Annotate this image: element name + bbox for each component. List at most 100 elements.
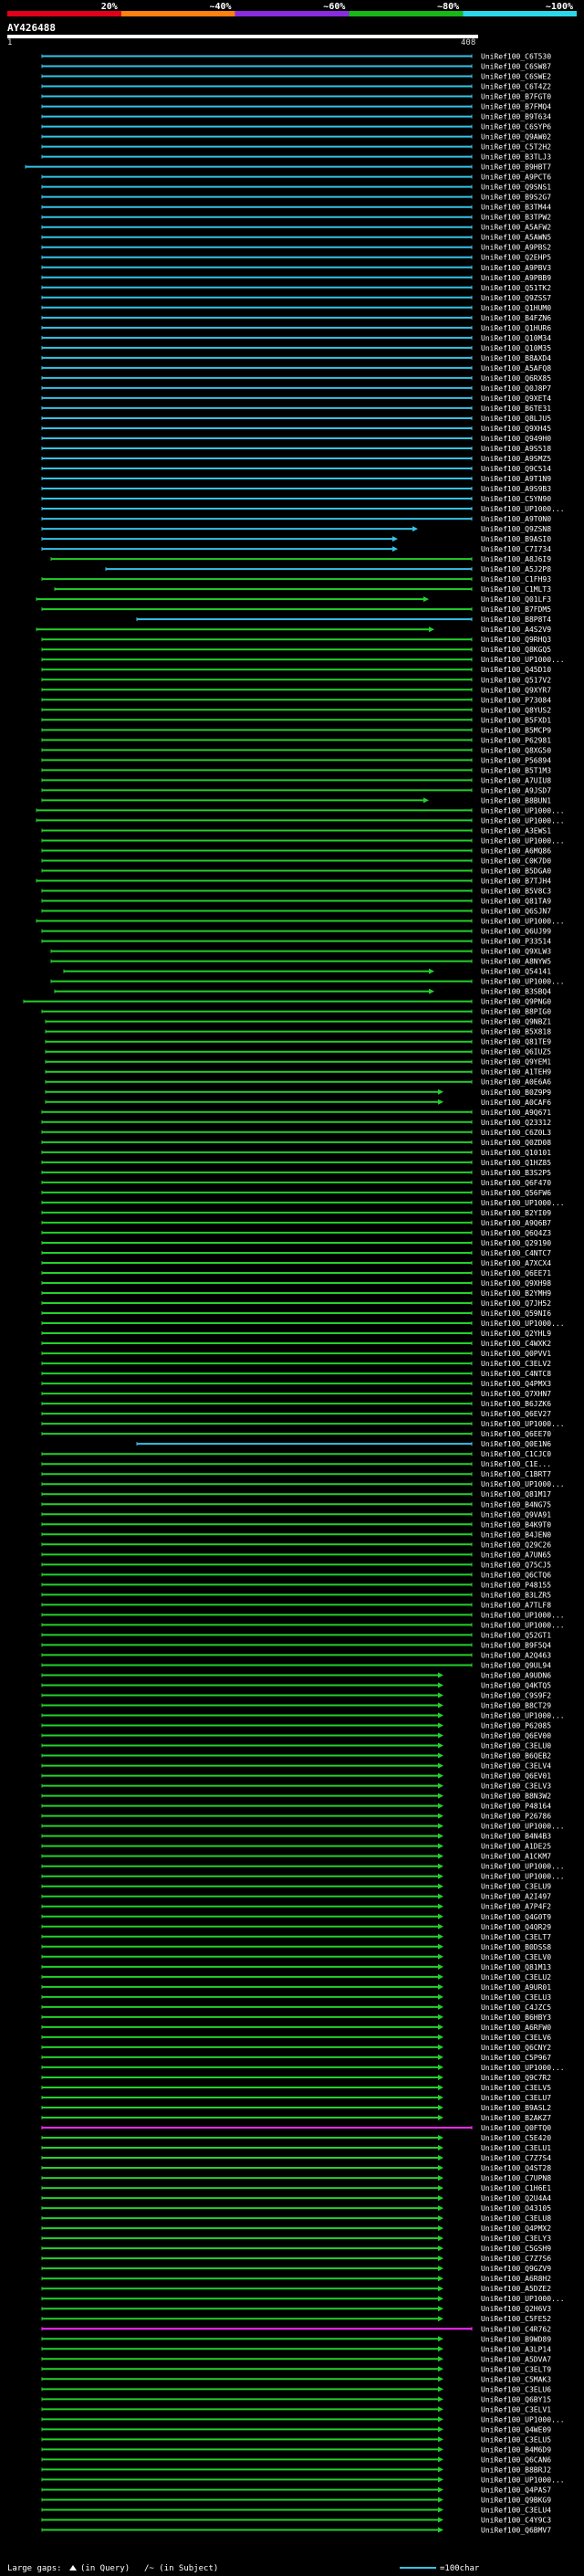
hit-label[interactable]: UniRef100_C7I734 xyxy=(481,545,551,553)
hit-label[interactable]: UniRef100_A8J6I9 xyxy=(481,555,551,563)
hit-label[interactable]: UniRef100_A4S2V9 xyxy=(481,626,551,634)
hit-label[interactable]: UniRef100_O43105 xyxy=(481,2204,551,2213)
hit-label[interactable]: UniRef100_C4R762 xyxy=(481,2325,551,2333)
hit-label[interactable]: UniRef100_A5J2P8 xyxy=(481,565,551,573)
hit-label[interactable]: UniRef100_C1MLT3 xyxy=(481,585,551,594)
hit-label[interactable]: UniRef100_B4N4B3 xyxy=(481,1833,551,1841)
hit-label[interactable]: UniRef100_A9PBV3 xyxy=(481,264,551,272)
hit-label[interactable]: UniRef100_Q4KTQ5 xyxy=(481,1681,551,1689)
hit-label[interactable]: UniRef100_C3ELV6 xyxy=(481,2034,551,2042)
hit-label[interactable]: UniRef100_Q2U4A4 xyxy=(481,2194,551,2203)
hit-label[interactable]: UniRef100_B3TLJ3 xyxy=(481,153,551,162)
hit-label[interactable]: UniRef100_B6HBY3 xyxy=(481,2013,551,2022)
hit-label[interactable]: UniRef100_C3ELU6 xyxy=(481,2385,551,2393)
hit-label[interactable]: UniRef100_B9F5Q4 xyxy=(481,1641,551,1649)
hit-label[interactable]: UniRef100_C3ELV3 xyxy=(481,1782,551,1791)
hit-label[interactable]: UniRef100_P33514 xyxy=(481,938,551,946)
hit-label[interactable]: UniRef100_Q1HZ85 xyxy=(481,1159,551,1167)
hit-label[interactable]: UniRef100_A9T0N0 xyxy=(481,515,551,523)
hit-label[interactable]: UniRef100_UP1000... xyxy=(481,1712,565,1720)
hit-label[interactable]: UniRef100_Q9BKG9 xyxy=(481,2496,551,2504)
hit-label[interactable]: UniRef100_UP1000... xyxy=(481,1199,565,1207)
hit-label[interactable]: UniRef100_C3ELU0 xyxy=(481,1742,551,1751)
hit-label[interactable]: UniRef100_Q9C7R2 xyxy=(481,2074,551,2082)
hit-label[interactable]: UniRef100_UP1000... xyxy=(481,505,565,513)
hit-label[interactable]: UniRef100_A9Q671 xyxy=(481,1109,551,1117)
hit-label[interactable]: UniRef100_B3S2P5 xyxy=(481,1169,551,1177)
hit-label[interactable]: UniRef100_Q6F470 xyxy=(481,1179,551,1187)
hit-label[interactable]: UniRef100_Q29C26 xyxy=(481,1540,551,1549)
hit-label[interactable]: UniRef100_Q1HUR6 xyxy=(481,324,551,332)
hit-label[interactable]: UniRef100_Q8KGQ5 xyxy=(481,646,551,654)
hit-label[interactable]: UniRef100_UP1000... xyxy=(481,816,565,825)
hit-label[interactable]: UniRef100_B5T1M3 xyxy=(481,766,551,774)
hit-label[interactable]: UniRef100_Q949H0 xyxy=(481,435,551,443)
hit-label[interactable]: UniRef100_B4FZN6 xyxy=(481,314,551,322)
hit-label[interactable]: UniRef100_B0DSS8 xyxy=(481,1943,551,1951)
hit-label[interactable]: UniRef100_Q6EV00 xyxy=(481,1732,551,1740)
hit-label[interactable]: UniRef100_Q9ZSN8 xyxy=(481,525,551,533)
hit-label[interactable]: UniRef100_C1BRT7 xyxy=(481,1470,551,1478)
hit-label[interactable]: UniRef100_A9UDN6 xyxy=(481,1671,551,1679)
hit-label[interactable]: UniRef100_B2YMH9 xyxy=(481,1289,551,1298)
hit-label[interactable]: UniRef100_Q8YUS2 xyxy=(481,706,551,714)
hit-label[interactable]: UniRef100_C1E... xyxy=(481,1460,551,1468)
hit-label[interactable]: UniRef100_Q2H6V3 xyxy=(481,2305,551,2313)
hit-label[interactable]: UniRef100_Q81M13 xyxy=(481,1963,551,1971)
hit-label[interactable]: UniRef100_Q9YEM1 xyxy=(481,1058,551,1067)
hit-label[interactable]: UniRef100_C5GSH9 xyxy=(481,2245,551,2253)
hit-label[interactable]: UniRef100_A7UIU8 xyxy=(481,776,551,784)
hit-label[interactable]: UniRef100_UP1000... xyxy=(481,978,565,986)
hit-label[interactable]: UniRef100_B4M6D9 xyxy=(481,2445,551,2454)
hit-label[interactable]: UniRef100_A6MQ86 xyxy=(481,846,551,855)
hit-label[interactable]: UniRef100_A9PBS2 xyxy=(481,244,551,252)
hit-label[interactable]: UniRef100_P73084 xyxy=(481,696,551,704)
hit-label[interactable]: UniRef100_Q10101 xyxy=(481,1149,551,1157)
hit-label[interactable]: UniRef100_Q9XH45 xyxy=(481,425,551,433)
hit-label[interactable]: UniRef100_A1DE25 xyxy=(481,1843,551,1851)
hit-label[interactable]: UniRef100_C6T530 xyxy=(481,53,551,61)
hit-label[interactable]: UniRef100_Q10M35 xyxy=(481,344,551,352)
hit-label[interactable]: UniRef100_Q54141 xyxy=(481,968,551,976)
hit-label[interactable]: UniRef100_P62085 xyxy=(481,1722,551,1730)
hit-label[interactable]: UniRef100_A1TEH9 xyxy=(481,1068,551,1077)
hit-label[interactable]: UniRef100_Q4G0T9 xyxy=(481,1913,551,1921)
hit-label[interactable]: UniRef100_Q0J8P7 xyxy=(481,384,551,393)
hit-label[interactable]: UniRef100_UP1000... xyxy=(481,1863,565,1871)
hit-label[interactable]: UniRef100_A9S518 xyxy=(481,445,551,453)
hit-label[interactable]: UniRef100_B3LZR5 xyxy=(481,1591,551,1599)
hit-label[interactable]: UniRef100_C3ELT7 xyxy=(481,1933,551,1941)
hit-label[interactable]: UniRef100_A7XCX4 xyxy=(481,1259,551,1267)
hit-label[interactable]: UniRef100_Q23312 xyxy=(481,1119,551,1127)
hit-label[interactable]: UniRef100_Q9UL94 xyxy=(481,1661,551,1669)
hit-label[interactable]: UniRef100_C7Z7S4 xyxy=(481,2154,551,2162)
hit-label[interactable]: UniRef100_Q6BY15 xyxy=(481,2395,551,2403)
hit-label[interactable]: UniRef100_Q81TE9 xyxy=(481,1038,551,1046)
hit-label[interactable]: UniRef100_C4JZC5 xyxy=(481,2003,551,2012)
hit-label[interactable]: UniRef100_Q81TA9 xyxy=(481,898,551,906)
hit-label[interactable]: UniRef100_A8NYW5 xyxy=(481,958,551,966)
hit-label[interactable]: UniRef100_B4K9T0 xyxy=(481,1520,551,1529)
hit-label[interactable]: UniRef100_Q6EV27 xyxy=(481,1410,551,1418)
hit-label[interactable]: UniRef100_UP1000... xyxy=(481,1621,565,1629)
hit-label[interactable]: UniRef100_Q6CNY2 xyxy=(481,2044,551,2052)
hit-label[interactable]: UniRef100_B9S2G7 xyxy=(481,194,551,202)
hit-label[interactable]: UniRef100_C1H6E1 xyxy=(481,2184,551,2192)
hit-label[interactable]: UniRef100_Q7JH52 xyxy=(481,1299,551,1308)
hit-label[interactable]: UniRef100_P62981 xyxy=(481,736,551,744)
hit-label[interactable]: UniRef100_C7Z7S6 xyxy=(481,2255,551,2263)
hit-label[interactable]: UniRef100_Q4PMX2 xyxy=(481,2224,551,2233)
hit-label[interactable]: UniRef100_P56894 xyxy=(481,756,551,764)
hit-label[interactable]: UniRef100_Q6Q4Z3 xyxy=(481,1229,551,1237)
hit-label[interactable]: UniRef100_B7FGT0 xyxy=(481,93,551,101)
hit-label[interactable]: UniRef100_Q29190 xyxy=(481,1239,551,1247)
hit-label[interactable]: UniRef100_C5T2H2 xyxy=(481,143,551,152)
hit-label[interactable]: UniRef100_Q2YHL9 xyxy=(481,1330,551,1338)
hit-label[interactable]: UniRef100_UP1000... xyxy=(481,1823,565,1831)
hit-label[interactable]: UniRef100_UP1000... xyxy=(481,2295,565,2303)
hit-label[interactable]: UniRef100_Q6EE70 xyxy=(481,1430,551,1438)
hit-label[interactable]: UniRef100_C3ELU8 xyxy=(481,2214,551,2223)
hit-label[interactable]: UniRef100_C3ELU1 xyxy=(481,2144,551,2152)
hit-label[interactable]: UniRef100_UP1000... xyxy=(481,2415,565,2424)
hit-label[interactable]: UniRef100_Q6IUZ5 xyxy=(481,1048,551,1057)
